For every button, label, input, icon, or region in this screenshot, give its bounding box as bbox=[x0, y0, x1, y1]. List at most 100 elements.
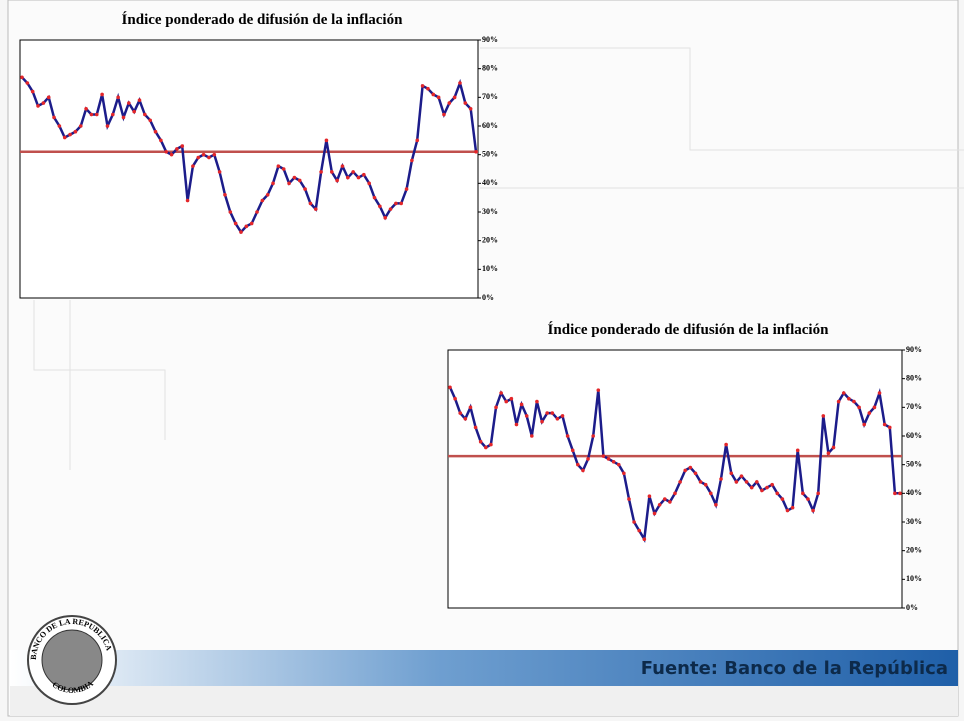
point bbox=[255, 210, 259, 214]
point bbox=[394, 201, 398, 206]
y-tick-label: 50% bbox=[906, 459, 922, 468]
plot-area bbox=[447, 349, 903, 609]
point bbox=[458, 81, 462, 85]
y-tick-label: 70% bbox=[906, 402, 922, 411]
point bbox=[657, 503, 662, 507]
point bbox=[452, 95, 457, 100]
point bbox=[591, 434, 595, 438]
point bbox=[265, 193, 270, 197]
point bbox=[448, 385, 452, 390]
footer-base bbox=[10, 686, 958, 716]
point bbox=[292, 175, 297, 180]
point bbox=[601, 454, 606, 458]
point bbox=[153, 129, 158, 134]
point bbox=[637, 528, 642, 533]
point bbox=[212, 152, 217, 157]
y-tick-label: 80% bbox=[482, 63, 498, 72]
point bbox=[191, 164, 195, 168]
y-tick-label: 30% bbox=[482, 207, 498, 216]
point bbox=[524, 414, 529, 418]
point bbox=[169, 152, 174, 157]
point bbox=[362, 172, 366, 177]
point bbox=[765, 485, 769, 490]
point bbox=[586, 457, 590, 461]
point bbox=[847, 396, 851, 401]
point bbox=[30, 89, 35, 94]
point bbox=[893, 491, 897, 496]
point bbox=[647, 494, 652, 499]
point bbox=[201, 152, 206, 157]
point bbox=[770, 482, 774, 487]
point bbox=[159, 138, 163, 143]
point bbox=[811, 508, 815, 513]
point bbox=[351, 170, 355, 174]
point bbox=[489, 442, 493, 447]
y-tick-label: 40% bbox=[906, 488, 922, 497]
point bbox=[308, 201, 313, 206]
point bbox=[688, 465, 693, 470]
point bbox=[775, 491, 780, 496]
point bbox=[420, 84, 425, 88]
point bbox=[836, 399, 841, 404]
plot-area bbox=[19, 39, 479, 299]
footer-bar bbox=[10, 650, 958, 686]
point bbox=[324, 138, 329, 143]
point bbox=[463, 417, 468, 421]
point bbox=[105, 124, 110, 128]
point bbox=[415, 138, 420, 143]
point bbox=[372, 195, 377, 200]
point bbox=[281, 167, 286, 171]
point bbox=[319, 170, 323, 174]
point bbox=[217, 170, 222, 174]
point bbox=[514, 422, 519, 427]
point bbox=[560, 414, 565, 418]
point bbox=[111, 112, 115, 117]
chart-title: Índice ponderado de difusión de la infla… bbox=[548, 321, 830, 338]
point bbox=[642, 537, 647, 541]
point bbox=[463, 101, 468, 105]
point bbox=[724, 442, 728, 447]
point bbox=[436, 95, 441, 100]
point bbox=[468, 405, 473, 410]
point bbox=[388, 207, 393, 211]
point bbox=[426, 86, 430, 91]
point bbox=[755, 480, 759, 484]
point bbox=[148, 118, 152, 123]
point bbox=[877, 391, 882, 395]
point bbox=[606, 457, 611, 461]
point bbox=[698, 480, 703, 484]
y-tick-label: 10% bbox=[906, 574, 922, 583]
point bbox=[62, 135, 67, 140]
point bbox=[164, 150, 169, 154]
point bbox=[297, 178, 302, 183]
point bbox=[708, 491, 713, 496]
point bbox=[468, 107, 473, 111]
point bbox=[821, 414, 826, 418]
y-tick-label: 0% bbox=[482, 293, 494, 302]
point bbox=[499, 391, 503, 395]
point bbox=[46, 95, 51, 100]
point bbox=[100, 92, 104, 97]
point bbox=[530, 434, 534, 438]
point bbox=[576, 462, 580, 467]
point bbox=[596, 388, 601, 392]
point bbox=[239, 230, 243, 234]
point bbox=[494, 405, 498, 410]
point bbox=[276, 164, 281, 168]
point bbox=[143, 112, 147, 117]
point bbox=[652, 511, 657, 516]
y-tick-label: 50% bbox=[482, 149, 498, 158]
point bbox=[801, 491, 805, 496]
point bbox=[857, 405, 861, 410]
point bbox=[739, 474, 744, 478]
point bbox=[127, 101, 131, 105]
source: Fuente: Banco de la República bbox=[641, 658, 948, 679]
point bbox=[622, 471, 626, 476]
point bbox=[121, 115, 126, 120]
point bbox=[668, 500, 672, 504]
point bbox=[780, 497, 785, 501]
point bbox=[228, 210, 233, 214]
y-tick-label: 60% bbox=[906, 431, 922, 440]
point bbox=[378, 204, 382, 209]
